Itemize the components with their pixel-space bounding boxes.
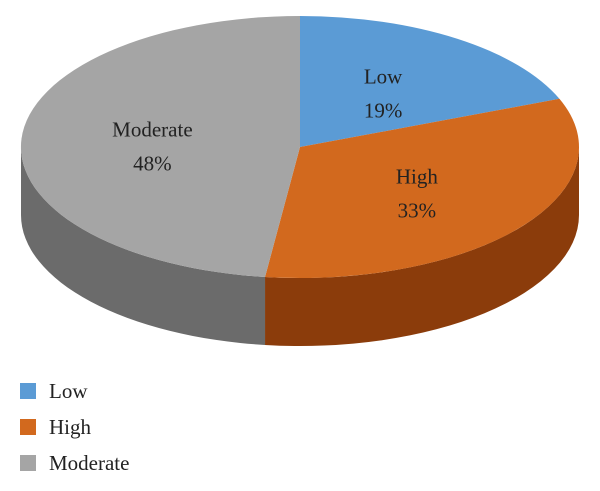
slice-label-high: High	[396, 165, 439, 189]
slice-value-moderate: 48%	[133, 152, 172, 176]
legend-swatch-low	[20, 383, 36, 399]
legend-label-high: High	[49, 414, 91, 439]
slice-label-moderate: Moderate	[112, 118, 192, 142]
legend-item-moderate: Moderate	[20, 445, 320, 481]
pie-slice-moderate	[20, 16, 301, 277]
legend-item-low: Low	[20, 373, 320, 409]
slice-label-low: Low	[364, 65, 403, 89]
pie-side-moderate	[21, 147, 266, 345]
slice-value-low: 19%	[364, 99, 403, 123]
legend: Low High Moderate	[20, 373, 320, 481]
legend-label-moderate: Moderate	[49, 450, 130, 475]
slice-value-high: 33%	[398, 199, 437, 223]
legend-swatch-moderate	[20, 455, 36, 471]
pie-slice-low	[300, 16, 560, 147]
pie-side-high	[265, 147, 580, 347]
legend-label-low: Low	[49, 378, 88, 403]
legend-swatch-high	[20, 419, 36, 435]
legend-item-high: High	[20, 409, 320, 445]
pie-slice-high	[265, 98, 580, 279]
